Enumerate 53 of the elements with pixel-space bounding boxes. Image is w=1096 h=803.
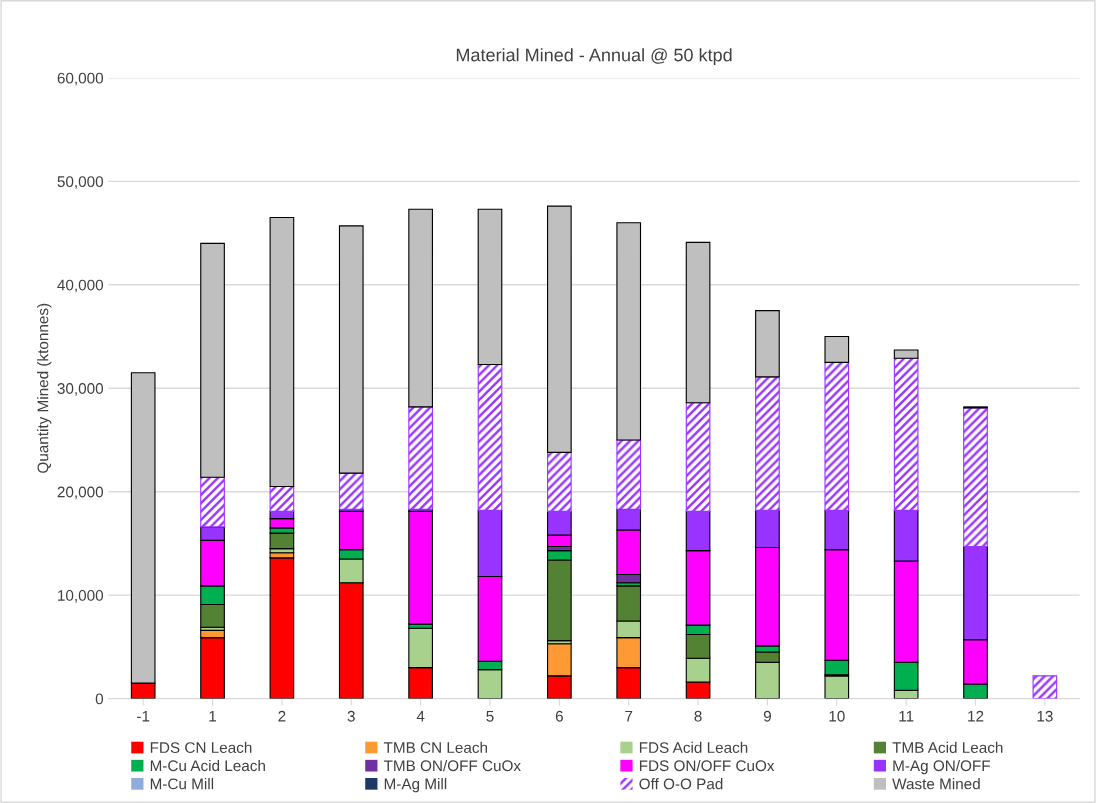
x-tick-label: 5: [486, 710, 494, 722]
legend-label: TMB Acid Leach: [892, 741, 1003, 753]
legend-label: Off O-O Pad: [639, 778, 723, 790]
x-tick-label: 8: [694, 710, 702, 722]
bar: [755, 310, 780, 378]
y-tick-label: 10,000: [58, 590, 104, 603]
y-tick-label: 50,000: [57, 176, 104, 189]
y-tick-label: 40,000: [57, 279, 104, 293]
y-axis-title: Quantity Mined (ktonnes): [37, 303, 52, 473]
y-tick-label: 20,000: [57, 486, 104, 500]
legend-label: TMB ON/OFF CuOx: [383, 759, 521, 772]
bar: [269, 557, 295, 699]
legend-label: M-Ag Mill: [384, 778, 447, 793]
bar: [616, 222, 642, 441]
legend-label: M-Cu Acid Leach: [150, 759, 265, 772]
bar: [338, 225, 364, 474]
legend-label: Waste Mined: [892, 778, 980, 790]
legend-label: TMB CN Leach: [383, 741, 487, 753]
bar: [477, 208, 503, 366]
y-tick-label: 0: [95, 693, 104, 705]
chart-title: Material Mined - Annual @ 50 ktpd: [456, 48, 732, 65]
bar: [408, 208, 433, 408]
bar: [408, 406, 433, 510]
legend-label: FDS Acid Leach: [639, 741, 748, 753]
bar: [685, 241, 711, 404]
bar: [1032, 675, 1058, 699]
bar: [269, 216, 295, 488]
x-tick-label: 9: [763, 710, 771, 722]
x-tick-label: -1: [137, 710, 150, 722]
bar: [338, 472, 364, 510]
legend-label: FDS ON/OFF CuOx: [639, 759, 775, 772]
y-tick-label: 30,000: [57, 383, 104, 396]
bar: [824, 675, 850, 699]
legend-label: FDS CN Leach: [150, 741, 252, 753]
x-tick-label: 10: [829, 710, 845, 722]
x-tick-label: 12: [968, 710, 984, 722]
bar: [893, 349, 919, 359]
x-tick-label: 2: [278, 710, 286, 722]
bar: [547, 205, 572, 453]
x-tick-label: 7: [625, 710, 633, 722]
x-tick-label: 13: [1037, 710, 1053, 722]
bar: [824, 335, 850, 363]
bar: [269, 532, 295, 550]
legend-label: M-Cu Mill: [150, 778, 214, 790]
bar: [200, 242, 225, 478]
x-tick-label: 3: [347, 710, 355, 722]
legend-label: M-Ag ON/OFF: [893, 759, 990, 775]
x-tick-label: 11: [899, 710, 914, 722]
y-tick-label: 60,000: [57, 72, 104, 86]
x-tick-label: 1: [209, 710, 217, 722]
x-tick-label: 4: [416, 710, 425, 722]
bar: [408, 510, 433, 625]
x-tick-label: 6: [555, 710, 563, 722]
